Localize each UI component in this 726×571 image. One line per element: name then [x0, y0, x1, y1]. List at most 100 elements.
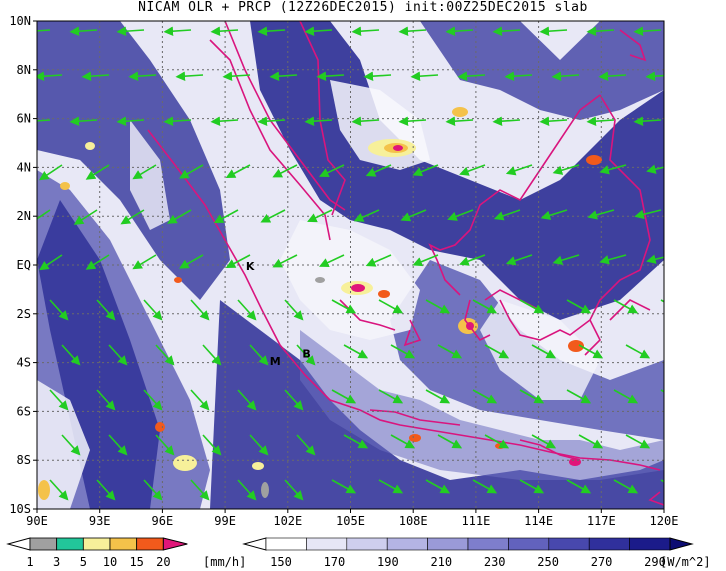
wind-arrow — [484, 344, 510, 359]
wind-arrow — [552, 254, 580, 265]
olr-field — [37, 21, 664, 509]
wind-arrow — [519, 299, 545, 314]
wind-arrow — [108, 434, 128, 456]
wind-arrow — [437, 344, 463, 359]
wind-arrow — [613, 479, 639, 494]
lon-label: 105E — [336, 514, 365, 528]
map-title: NICAM OLR + PRCP (12Z26DEC2015) init:00Z… — [138, 0, 588, 15]
wind-arrow — [85, 164, 110, 180]
olr-tick-label: 210 — [430, 555, 452, 569]
wind-arrow — [128, 71, 157, 81]
olr-colorbar-swatch — [467, 537, 509, 551]
wind-arrow — [587, 209, 615, 220]
wind-arrow — [284, 479, 304, 501]
lat-label: 10N — [9, 14, 31, 28]
wind-arrow — [646, 164, 664, 174]
wind-arrow — [378, 299, 404, 314]
place-markers: K M B — [246, 260, 311, 368]
precip-colorbar: 1 3 5 10 15 20 — [6, 537, 188, 569]
wind-arrow — [202, 434, 222, 456]
lon-label: 111E — [461, 514, 490, 528]
olr-tick-label: 290 — [644, 555, 666, 569]
wind-arrow — [319, 164, 345, 177]
wind-arrow — [132, 164, 157, 180]
wind-arrow — [343, 434, 369, 449]
wind-arrow — [316, 71, 345, 81]
wind-arrow — [599, 164, 627, 175]
wind-arrow — [646, 254, 664, 264]
wind-arrow — [410, 71, 439, 81]
wind-arrow — [519, 389, 545, 404]
wind-arrow — [155, 344, 175, 366]
wind-arrow — [634, 209, 662, 220]
wind-arrow — [307, 209, 333, 223]
wind-arrow — [272, 164, 298, 178]
wind-arrow — [578, 434, 604, 449]
wind-arrow — [167, 209, 192, 224]
wind-arrow — [552, 164, 580, 175]
wind-arrow — [531, 434, 557, 449]
olr-tick-label: 230 — [484, 555, 506, 569]
wind-arrow — [390, 434, 416, 449]
wind-arrow — [269, 71, 298, 81]
lat-label: 8N — [17, 63, 31, 77]
olr-colorbar-swatch — [346, 537, 388, 551]
wind-arrow — [296, 344, 316, 366]
wind-arrow — [365, 254, 392, 267]
wind-arrow — [249, 344, 269, 366]
wind-arrow — [484, 434, 510, 449]
lat-label: 4N — [17, 160, 31, 174]
wind-arrow — [272, 254, 298, 268]
lon-label: 108E — [399, 514, 428, 528]
wind-arrow — [613, 299, 639, 314]
wind-arrow — [304, 116, 333, 126]
wind-arrow — [178, 164, 204, 179]
wind-arrow — [190, 299, 210, 321]
wind-arrow — [425, 479, 451, 494]
wind-arrow — [69, 26, 98, 36]
wind-arrow — [353, 209, 380, 222]
wind-arrow — [398, 116, 427, 126]
wind-arrow — [210, 26, 239, 36]
wind-arrow — [178, 254, 204, 269]
wind-arrow — [132, 254, 157, 270]
wind-arrow — [284, 299, 304, 321]
wind-arrow — [599, 254, 627, 265]
wind-arrow — [331, 389, 357, 404]
precip-tick-label: 5 — [80, 555, 87, 569]
wind-arrow — [331, 299, 357, 314]
olr-colorbar-swatch — [427, 537, 469, 551]
olr-colorbar-left-cap — [242, 537, 267, 551]
wind-arrow — [578, 344, 604, 359]
wind-arrow — [108, 344, 128, 366]
precip-tick-label: 3 — [53, 555, 60, 569]
lon-label: 90E — [26, 514, 48, 528]
olr-tick-label: 190 — [377, 555, 399, 569]
wind-arrow — [39, 254, 63, 271]
precip-colorbar-swatch — [136, 537, 164, 551]
lon-label: 120E — [650, 514, 679, 528]
wind-arrow — [96, 299, 116, 321]
precip-colorbar-swatch — [56, 537, 84, 551]
wind-arrow — [459, 164, 486, 176]
wind-arrow — [531, 344, 557, 359]
wind-arrow — [566, 479, 592, 494]
wind-arrow — [190, 479, 210, 501]
wind-vectors — [37, 26, 664, 501]
wind-arrow — [49, 299, 69, 321]
precip-colorbar-left-cap — [6, 537, 31, 551]
wind-arrow — [237, 389, 257, 411]
wind-arrow — [175, 71, 204, 81]
precip-tick-label: 1 — [26, 555, 33, 569]
olr-colorbar-swatch — [629, 537, 671, 551]
wind-arrow — [540, 209, 568, 220]
wind-arrow — [351, 116, 380, 126]
precip-tick-label: 10 — [103, 555, 117, 569]
wind-arrow — [437, 434, 463, 449]
wind-arrow — [633, 116, 662, 126]
olr-colorbar-swatch — [508, 537, 550, 551]
olr-colorbar-swatch — [588, 537, 630, 551]
wind-arrow — [61, 344, 81, 366]
wind-arrow — [363, 71, 392, 81]
wind-arrow — [343, 344, 369, 359]
